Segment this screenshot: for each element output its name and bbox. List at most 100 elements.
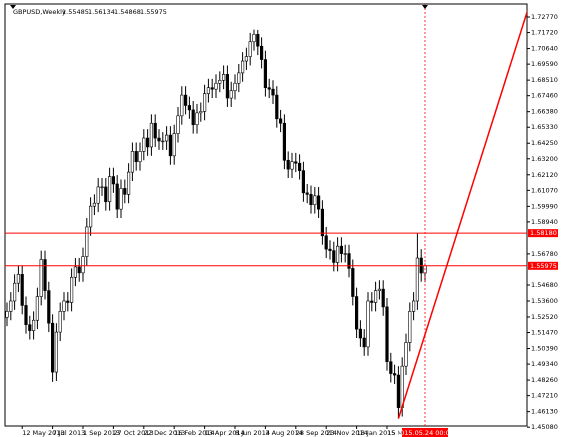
candle-body: [9, 300, 13, 312]
candle-body: [168, 134, 173, 157]
candle-body: [165, 134, 169, 142]
x-tick-label: 3 Aug 2014: [265, 429, 303, 437]
y-tick-label: 1.58940: [531, 218, 558, 226]
candle-body: [316, 195, 321, 210]
y-tick-label: 1.64250: [531, 139, 558, 147]
header-high: 1.56134: [88, 8, 115, 16]
candle-body: [233, 82, 237, 91]
candle-body: [195, 112, 199, 126]
candle-body: [24, 305, 28, 325]
candle-body: [339, 245, 344, 254]
y-tick-label: 1.53600: [531, 297, 558, 305]
candle-body: [134, 151, 138, 163]
y-tick-label: 1.71720: [531, 29, 558, 37]
candle-body: [381, 288, 385, 308]
x-tick-label: 23 Nov 2014: [326, 429, 368, 437]
candle-body: [244, 56, 249, 62]
y-tick-label: 1.56780: [531, 250, 558, 258]
candle-body: [332, 250, 336, 263]
candle-body: [309, 194, 313, 206]
candle-body: [415, 257, 420, 302]
candle-body: [50, 322, 55, 373]
candle-body: [385, 306, 389, 363]
candle-body: [5, 311, 9, 318]
candle-body: [85, 226, 89, 257]
candle-body: [290, 161, 294, 170]
y-tick-label: 1.69590: [531, 60, 558, 68]
candle-body: [389, 361, 393, 374]
x-tick-label: 18 Jan 2015: [357, 429, 396, 437]
candle-body: [335, 245, 340, 263]
candle-body: [115, 183, 119, 210]
candle-body: [20, 274, 24, 306]
candle-body: [28, 324, 32, 331]
candle-body: [54, 331, 58, 373]
scroll-marker: [10, 5, 16, 9]
candle-body: [301, 170, 306, 194]
candle-body: [282, 122, 287, 161]
candle-body: [252, 34, 256, 43]
candle-body: [43, 259, 47, 291]
candle-body: [66, 300, 70, 303]
candle-body: [275, 94, 279, 120]
candle-body: [172, 133, 176, 157]
x-tick-label: 1 Sep 2013: [83, 429, 120, 437]
candle-body: [16, 274, 21, 284]
candle-body: [263, 59, 268, 88]
x-tick-label: 7 Jul 2013: [53, 429, 86, 437]
candle-body: [58, 311, 62, 333]
candle-body: [92, 202, 96, 207]
y-tick-label: 1.72770: [531, 13, 558, 21]
candle-body: [111, 176, 115, 185]
candle-body: [392, 373, 397, 376]
candle-body: [218, 79, 222, 84]
candle-body: [297, 162, 302, 171]
candle-body: [153, 122, 157, 139]
candle-body: [396, 374, 401, 408]
candle-body: [127, 171, 131, 195]
candle-body: [96, 186, 100, 204]
y-tick-label: 1.49340: [531, 360, 558, 368]
candle-body: [100, 186, 104, 189]
candle-body: [176, 115, 180, 134]
candle-body: [354, 296, 359, 330]
y-tick-label: 1.62120: [531, 171, 558, 179]
candle-body: [104, 186, 108, 203]
y-tick-label: 1.50390: [531, 345, 558, 353]
y-tick-label: 1.66380: [531, 108, 558, 116]
price-label-box: [528, 229, 558, 238]
x-tick-label: 28 Sep 2014: [296, 429, 337, 437]
candle-body: [123, 188, 127, 195]
y-tick-label: 1.54680: [531, 281, 558, 289]
candle-body: [225, 74, 230, 99]
candle-body: [278, 118, 283, 124]
candle-body: [271, 88, 275, 96]
candle-body: [267, 87, 271, 90]
y-tick-label: 1.70640: [531, 45, 558, 53]
y-tick-label: 1.67460: [531, 92, 558, 100]
chart-title: GBPUSD,Weekly: [13, 8, 66, 16]
candle-body: [351, 268, 355, 297]
y-tick-label: 1.68510: [531, 76, 558, 84]
candle-body: [73, 266, 77, 278]
candle-body: [210, 87, 214, 90]
candle-body: [119, 188, 123, 210]
candle-body: [328, 248, 332, 251]
candle-body: [47, 290, 51, 324]
candle-body: [108, 176, 112, 203]
candle-body: [191, 109, 195, 126]
plot-layer: [5, 9, 527, 419]
candle-body: [62, 300, 66, 312]
candle-body: [362, 337, 366, 348]
header-open: 1.55485: [62, 8, 89, 16]
y-tick-label: 1.48260: [531, 376, 558, 384]
candle-body: [229, 90, 233, 99]
candle-body: [377, 288, 382, 291]
trendline: [397, 9, 527, 419]
candle-body: [256, 34, 260, 47]
y-tick-label: 1.52520: [531, 313, 558, 321]
candle-body: [70, 276, 74, 303]
candle-body: [180, 94, 184, 117]
candle-body: [373, 290, 378, 303]
candle-body: [184, 94, 188, 106]
